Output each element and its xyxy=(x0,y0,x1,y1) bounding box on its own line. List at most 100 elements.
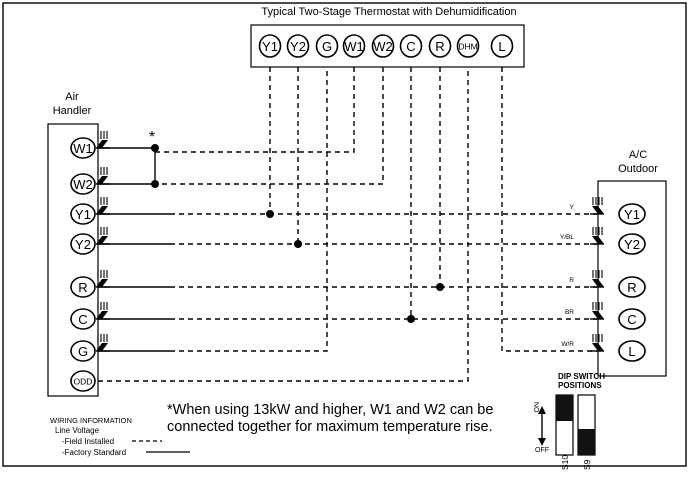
thermostat-terminal-c-label: C xyxy=(406,39,415,54)
thermostat-terminal-dhm-label: DHM xyxy=(458,42,477,52)
thermostat-terminal-c: C xyxy=(399,34,423,58)
junction-dot xyxy=(266,210,274,218)
wire-g-field xyxy=(170,67,328,352)
legend-factory-standard: -Factory Standard xyxy=(62,448,126,457)
air-handler-connector-w2-ribs xyxy=(97,167,108,175)
dip-off-label: OFF xyxy=(535,447,549,454)
thermostat-terminal-w1-ring xyxy=(342,34,366,58)
air-handler-terminal-w2-ring xyxy=(70,173,96,195)
outdoor-connector-l xyxy=(590,334,604,352)
air-handler-connector-r-body xyxy=(96,279,108,287)
thermostat-terminal-dhm: DHM xyxy=(456,34,480,58)
outdoor-terminal-r-ring xyxy=(618,276,646,298)
outdoor-lead-label: Y xyxy=(570,204,575,211)
outdoor-connector-c-ribs xyxy=(592,302,603,310)
dip-on-label: ON xyxy=(534,402,541,413)
thermostat-terminal-w2: W2 xyxy=(371,34,395,58)
air-handler-connector-r xyxy=(96,270,110,288)
outdoor-lead-label: Y/BL xyxy=(560,234,574,241)
air-handler-terminal-y1-ring xyxy=(70,203,96,225)
thermostat-terminal-y1: Y1 xyxy=(258,34,282,58)
outdoor-terminal-y2: Y2 xyxy=(618,233,646,255)
air-handler-connector-y2 xyxy=(96,227,110,245)
wires xyxy=(98,67,598,382)
thermostat-terminal-c-ring xyxy=(399,34,423,58)
air-handler-terminal-y2-label: Y2 xyxy=(75,237,91,252)
air-handler-connector-w2 xyxy=(96,167,110,185)
dip-arrow-down-icon xyxy=(538,438,546,446)
outdoor-terminal-c-ring xyxy=(618,308,646,330)
air-handler-connector-w1 xyxy=(96,131,110,149)
thermostat-terminal-y1-ring xyxy=(258,34,282,58)
thermostat-terminals: Y1 Y2 G W1 W2 C R DHM L xyxy=(258,34,514,58)
outdoor-title-line2: Outdoor xyxy=(618,163,658,175)
thermostat-terminal-w2-label: W2 xyxy=(373,39,393,54)
outdoor-connector-c-body xyxy=(592,311,604,319)
air-handler-terminal-g-ring xyxy=(70,340,96,362)
air-handler-connector-c-body xyxy=(96,311,108,319)
dip-arrow-up-icon xyxy=(538,406,546,414)
outdoor-terminal-l-label: L xyxy=(628,344,635,359)
outdoor-connector-y2 xyxy=(590,227,604,245)
air-handler-terminal-w1: W1 xyxy=(70,137,96,159)
dip-switch-s10-slider xyxy=(556,395,573,421)
thermostat-terminal-l-label: L xyxy=(498,39,505,54)
thermostat-terminal-l: L xyxy=(490,34,514,58)
air-handler-terminal-y1: Y1 xyxy=(70,203,96,225)
dip-switch-s10-label: S10 xyxy=(560,455,570,470)
outdoor-connector-y1-ribs xyxy=(592,197,603,205)
air-handler-title-line2: Handler xyxy=(53,105,92,117)
outdoor-connector-y1 xyxy=(590,197,604,215)
thermostat-terminal-g-label: G xyxy=(322,39,332,54)
air-handler-terminal-odd-label: ODD xyxy=(74,377,93,387)
outdoor-terminals: Y1 Y2 R C L xyxy=(618,203,646,362)
air-handler-terminal-c-ring xyxy=(70,308,96,330)
outdoor-terminal-y1-label: Y1 xyxy=(624,207,640,222)
wire-w1-field xyxy=(155,67,355,153)
thermostat-terminal-r-label: R xyxy=(435,39,444,54)
thermostat-terminal-w1-label: W1 xyxy=(344,39,364,54)
dip-title-line1: DIP SWITCH xyxy=(558,372,605,381)
air-handler-connector-c xyxy=(96,302,110,320)
dip-switch-s9-slider xyxy=(578,429,595,455)
air-handler-terminal-c: C xyxy=(70,308,96,330)
wire-odd-field xyxy=(98,67,469,382)
outdoor-terminal-c: C xyxy=(618,308,646,330)
outdoor-connector-r xyxy=(590,270,604,288)
thermostat-terminal-w2-ring xyxy=(371,34,395,58)
legend-title: WIRING INFORMATION xyxy=(50,416,132,425)
air-handler-title-line1: Air xyxy=(65,91,79,103)
thermostat-terminal-y2-label: Y2 xyxy=(290,39,306,54)
thermostat-terminal-y2-ring xyxy=(286,34,310,58)
outdoor-connector-l-body xyxy=(592,343,604,351)
thermostat-terminal-g: G xyxy=(315,34,339,58)
air-handler-terminal-w2-label: W2 xyxy=(73,177,93,192)
outdoor-terminal-l-ring xyxy=(618,340,646,362)
air-handler-terminal-w1-label: W1 xyxy=(73,141,93,156)
outdoor-connector-y2-body xyxy=(592,236,604,244)
thermostat-terminal-r: R xyxy=(428,34,452,58)
outdoor-connector-y1-body xyxy=(592,206,604,214)
air-handler-terminal-odd: ODD xyxy=(70,370,96,392)
thermostat-terminal-dhm-ring xyxy=(456,34,480,58)
dip-switch-s9-label: S9 xyxy=(582,459,592,470)
thermostat-terminal-l-ring xyxy=(490,34,514,58)
air-handler-connector-w1-body xyxy=(96,140,108,148)
outdoor-terminal-c-label: C xyxy=(627,312,636,327)
air-handler-connector-g xyxy=(96,334,110,352)
air-handler-terminal-g-label: G xyxy=(78,344,88,359)
asterisk-mark: * xyxy=(149,129,155,146)
outdoor-connector-r-body xyxy=(592,279,604,287)
wire-l-field xyxy=(501,67,598,352)
air-handler-terminal-y2-ring xyxy=(70,233,96,255)
air-handler-terminal-y1-label: Y1 xyxy=(75,207,91,222)
junction-dot xyxy=(151,144,159,152)
outdoor-terminal-y1: Y1 xyxy=(618,203,646,225)
legend-field-installed: -Field Installed xyxy=(62,437,114,446)
junction-dot xyxy=(294,240,302,248)
air-handler-terminal-r-ring xyxy=(70,276,96,298)
air-handler-terminal-w1-ring xyxy=(70,137,96,159)
outdoor-connector-c xyxy=(590,302,604,320)
legend-subtitle: Line Voltage xyxy=(55,426,100,435)
thermostat-terminal-w1: W1 xyxy=(342,34,366,58)
